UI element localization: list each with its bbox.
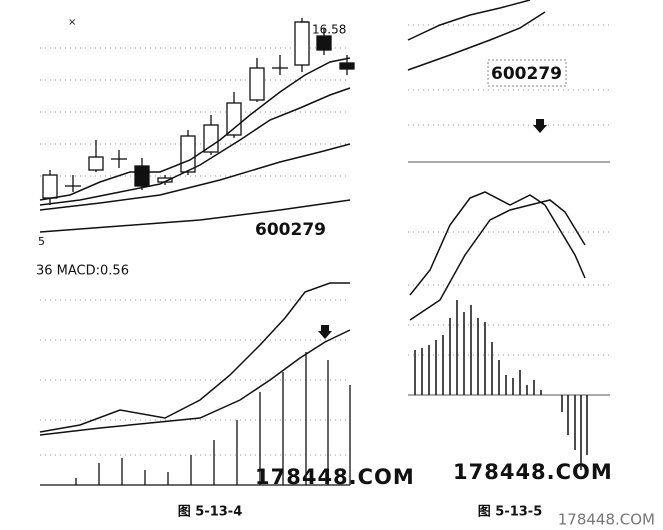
caption: 图 5-13-5 [478,505,543,520]
stock-code: 600279 [255,220,326,240]
moving-averages [39,57,351,233]
down-arrow [533,119,547,133]
axis-fragment: 5 [38,235,45,248]
caption: 图 5-13-4 [178,505,243,520]
watermark: 178448.COM [255,465,415,489]
candles [42,18,355,205]
watermark: 178448.COM [453,460,613,484]
macd-label: 36 MACD:0.56 [36,264,129,279]
site-watermark: 178448.COM [558,511,655,529]
price-label: 16.58 [312,23,346,37]
down-arrow [318,325,332,339]
stock-code: 600279 [491,64,562,84]
macd-bars [414,300,588,470]
right-chart: 600279 178448.COM 图 5-13-5 [407,0,613,520]
macd-lines [39,282,351,436]
macd-bars [75,352,351,485]
marker: × [68,17,76,28]
left-chart: × 16.58 600279 5 36 MACD:0.56 178448.COM… [36,17,415,520]
